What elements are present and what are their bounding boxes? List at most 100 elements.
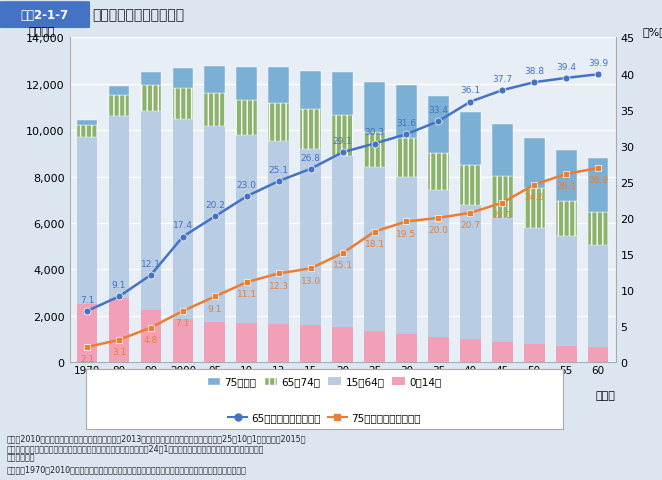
Bar — [268, 68, 289, 104]
Bar — [109, 299, 129, 362]
Bar — [173, 89, 193, 120]
Bar — [332, 116, 353, 156]
Text: 29.1: 29.1 — [332, 137, 353, 146]
Bar — [236, 101, 257, 136]
Bar — [396, 85, 417, 138]
Bar — [109, 96, 129, 116]
Bar — [173, 69, 193, 89]
Bar — [492, 342, 512, 362]
Bar — [301, 325, 321, 362]
Text: 13.0: 13.0 — [301, 276, 320, 285]
FancyBboxPatch shape — [0, 2, 90, 29]
Bar — [492, 218, 512, 342]
Legend: 65歳以上割合（右軸）, 75歳以上割合（右軸）: 65歳以上割合（右軸）, 75歳以上割合（右軸） — [225, 409, 424, 426]
Text: 26.9: 26.9 — [588, 176, 608, 185]
Bar — [140, 86, 162, 111]
Text: 26.1: 26.1 — [556, 181, 576, 191]
Bar — [524, 139, 545, 189]
Text: 39.9: 39.9 — [588, 59, 608, 68]
Bar — [140, 72, 162, 86]
Bar — [205, 67, 225, 94]
Bar — [588, 348, 608, 362]
Bar — [205, 127, 225, 322]
Text: 20.7: 20.7 — [460, 220, 481, 229]
Text: 38.8: 38.8 — [524, 67, 544, 76]
Bar — [588, 213, 608, 245]
Bar — [301, 72, 321, 109]
Bar — [77, 126, 97, 137]
Bar — [588, 159, 608, 213]
Bar — [428, 97, 449, 154]
Bar — [556, 201, 577, 236]
Text: 37.7: 37.7 — [493, 75, 512, 84]
Text: 33.4: 33.4 — [428, 106, 448, 115]
Text: （%）: （%） — [643, 27, 662, 37]
Bar — [332, 156, 353, 328]
Bar — [364, 168, 385, 332]
Bar — [205, 322, 225, 362]
Bar — [396, 138, 417, 178]
Text: 3.1: 3.1 — [112, 348, 126, 356]
Text: 30.3: 30.3 — [365, 128, 385, 137]
Text: 20.2: 20.2 — [205, 201, 225, 210]
Text: 図表2-1-7: 図表2-1-7 — [21, 9, 68, 22]
Bar — [428, 337, 449, 362]
Text: 7.1: 7.1 — [80, 295, 94, 304]
Text: 26.8: 26.8 — [301, 153, 320, 162]
Bar — [332, 328, 353, 362]
Text: 19.5: 19.5 — [397, 229, 416, 238]
Text: 高齢者人口の推移と予測: 高齢者人口の推移と予測 — [93, 9, 185, 23]
Bar — [140, 311, 162, 362]
Bar — [524, 344, 545, 362]
Bar — [556, 346, 577, 362]
Bar — [364, 332, 385, 362]
Bar — [556, 236, 577, 346]
Bar — [556, 151, 577, 201]
Text: 15.1: 15.1 — [332, 261, 353, 270]
Text: 25.1: 25.1 — [269, 166, 289, 174]
Text: （万人）: （万人） — [28, 27, 55, 37]
Text: る推計結果。: る推計結果。 — [7, 453, 35, 462]
Bar — [77, 304, 97, 362]
Text: 17.4: 17.4 — [173, 221, 193, 230]
Bar — [588, 245, 608, 348]
Text: 12.1: 12.1 — [141, 259, 161, 268]
Bar — [268, 324, 289, 362]
Text: 18.1: 18.1 — [365, 239, 385, 248]
Bar — [205, 94, 225, 127]
Text: 31.6: 31.6 — [397, 119, 416, 128]
Bar — [268, 104, 289, 142]
Text: 以降は国立社会保障・人口問題研究所「日本の将来推計人口（平成24年1月推計）」の出生中位・死亡中位仮定による: 以降は国立社会保障・人口問題研究所「日本の将来推計人口（平成24年1月推計）」の… — [7, 443, 264, 452]
Text: 9.1: 9.1 — [112, 281, 126, 289]
Text: （年）: （年） — [596, 390, 616, 400]
Bar — [236, 324, 257, 362]
Bar — [428, 154, 449, 191]
Bar — [332, 72, 353, 116]
Bar — [268, 142, 289, 324]
Bar — [460, 113, 481, 166]
Text: （注）　1970〜2010年の総数は年齢不詳を含む。高齢化率の算出には分母から年齢不詳を除いている。: （注） 1970〜2010年の総数は年齢不詳を含む。高齢化率の算出には分母から年… — [7, 464, 246, 473]
Text: 4.8: 4.8 — [144, 335, 158, 344]
Bar — [173, 120, 193, 320]
Bar — [428, 191, 449, 337]
Bar — [301, 150, 321, 325]
Text: 2.1: 2.1 — [80, 354, 94, 363]
Bar — [492, 125, 512, 176]
Bar — [524, 228, 545, 344]
Text: 9.1: 9.1 — [208, 304, 222, 313]
Text: 22.1: 22.1 — [493, 210, 512, 219]
Bar — [77, 121, 97, 126]
Text: 23.0: 23.0 — [237, 180, 257, 190]
Text: 24.6: 24.6 — [524, 192, 544, 202]
Bar — [460, 206, 481, 340]
Bar — [77, 137, 97, 304]
Text: 7.1: 7.1 — [175, 319, 190, 327]
Text: 39.4: 39.4 — [556, 62, 576, 72]
Bar — [492, 176, 512, 218]
Bar — [236, 68, 257, 101]
Bar — [109, 116, 129, 299]
Bar — [524, 189, 545, 228]
Bar — [396, 335, 417, 362]
Text: 36.1: 36.1 — [460, 86, 481, 95]
Bar — [364, 133, 385, 168]
